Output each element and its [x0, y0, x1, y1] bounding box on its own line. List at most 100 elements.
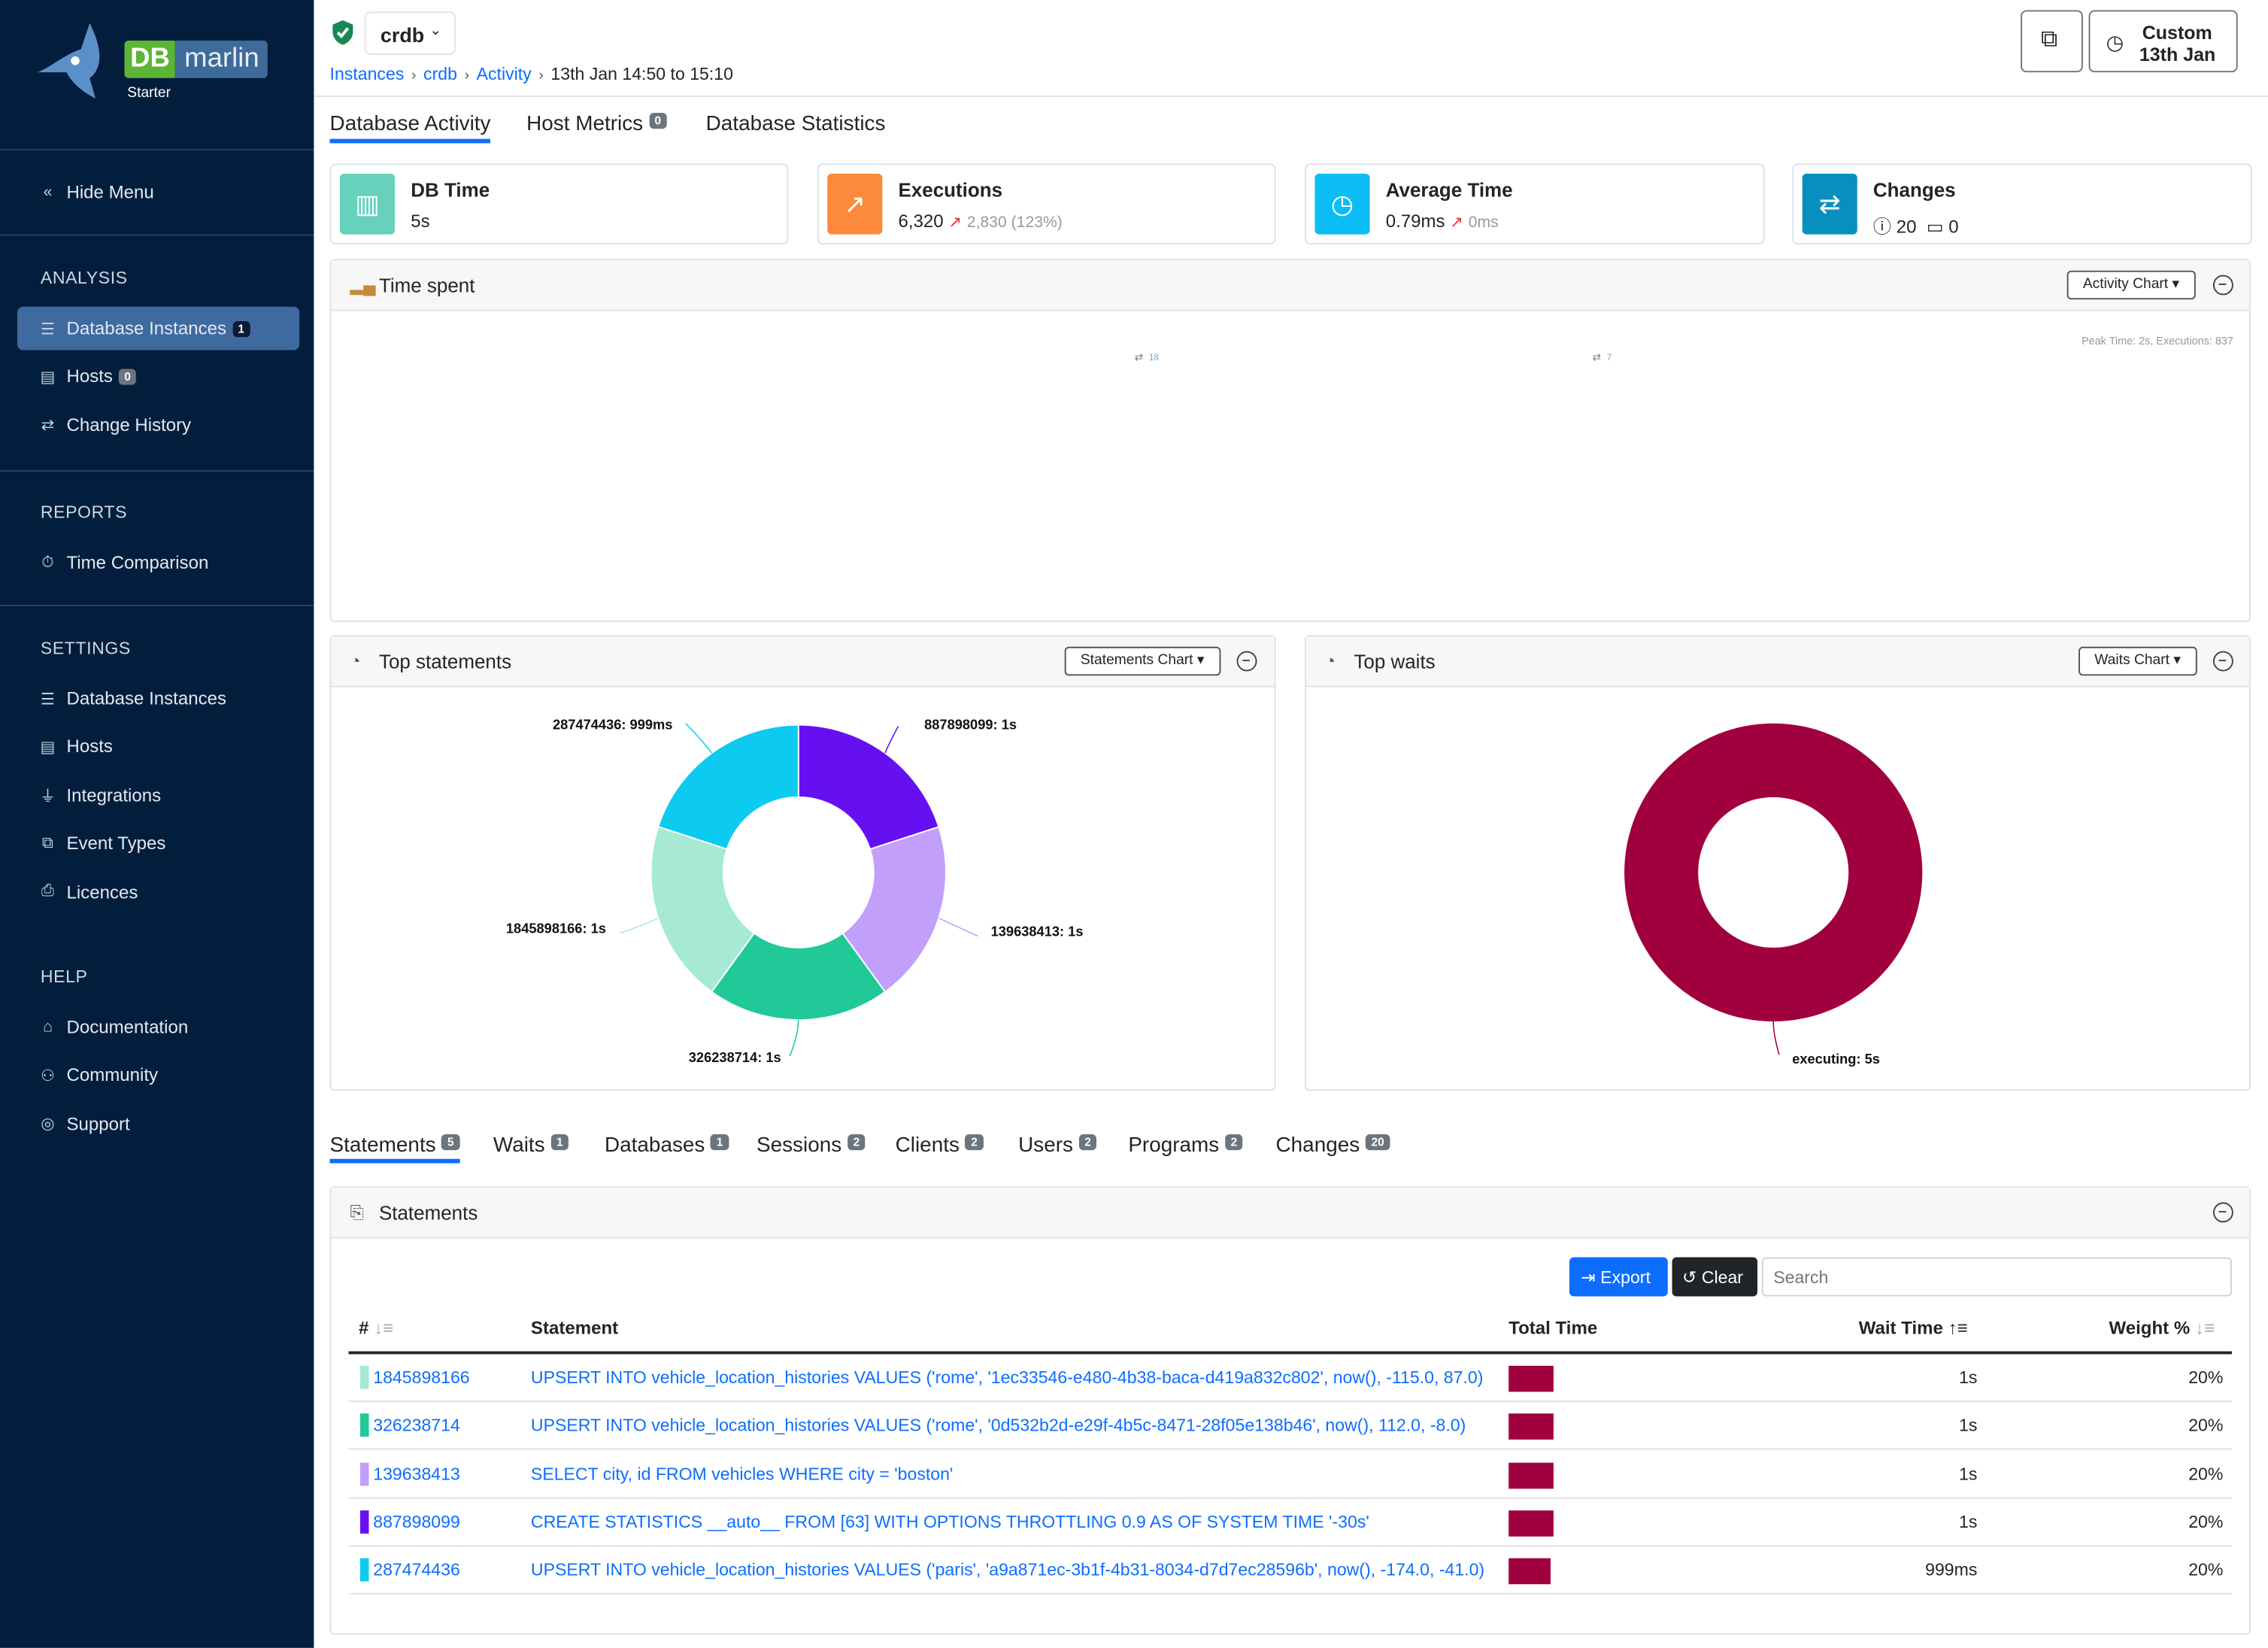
collapse-icon[interactable]: [2212, 1202, 2233, 1223]
statement-text-link[interactable]: UPSERT INTO vehicle_location_histories V…: [530, 1559, 1485, 1580]
activity-chart-dropdown[interactable]: Activity Chart ▾: [2066, 270, 2196, 300]
statement-id-link[interactable]: 326238714: [373, 1415, 460, 1436]
donut-slice[interactable]: [797, 724, 940, 851]
donut-slice[interactable]: [657, 724, 799, 851]
search-input[interactable]: [1761, 1257, 2232, 1297]
sidebar-item-documentation[interactable]: ⌂ Documentation: [17, 1006, 299, 1049]
sidebar-item-database-instances[interactable]: ☰ Database Instances 1: [17, 306, 300, 351]
statement-id-link[interactable]: 887898099: [373, 1511, 460, 1532]
total-time-bar: [1508, 1365, 1554, 1392]
peak-note: Peak Time: 2s, Executions: 837: [2082, 335, 2233, 348]
lifebuoy-icon: ◎: [41, 1115, 55, 1134]
statements-chart-dropdown[interactable]: Statements Chart ▾: [1064, 646, 1220, 676]
dropdown-label: Waits Chart: [2094, 652, 2170, 669]
copy-button[interactable]: ⧉: [2021, 10, 2083, 73]
plug-icon: ⏚: [39, 788, 56, 806]
table-row: 887898099 CREATE STATISTICS __auto__ FROM…: [348, 1499, 2232, 1547]
slice-label-leader: [620, 917, 659, 934]
statement-text-link[interactable]: UPSERT INTO vehicle_location_histories V…: [530, 1367, 1484, 1388]
column-header-wait-time[interactable]: Wait Time ↑≡: [1859, 1318, 1968, 1338]
donut-slice[interactable]: [710, 932, 887, 1021]
arrows-exchange-icon: ⇄: [41, 417, 55, 435]
top-statements-donut: 887898099: 1s 139638413: 1s 326238714: 1s 1…: [506, 716, 1084, 1064]
info-icon: ⓘ: [1872, 217, 1892, 238]
top-waits-panel: ◔ Top waits Waits Chart ▾ executing: 5s: [1304, 635, 2251, 1091]
tab-badge: 1: [711, 1134, 729, 1151]
kpi-value: ⓘ 20 ▭ 0: [1873, 211, 1959, 239]
kpi-title: DB Time: [411, 179, 490, 202]
tab-clients[interactable]: Clients 2: [896, 1134, 984, 1158]
pie-chart-icon: ◔: [350, 651, 361, 672]
breadcrumb-activity[interactable]: Activity: [476, 63, 532, 84]
statement-text-link[interactable]: CREATE STATISTICS __auto__ FROM [63] WIT…: [530, 1511, 1369, 1532]
waits-chart-dropdown[interactable]: Waits Chart ▾: [2078, 646, 2197, 676]
kpi-value: 0.79ms ↗ 0ms: [1386, 211, 1499, 232]
export-button[interactable]: ⇥ Export: [1569, 1257, 1668, 1297]
tab-badge: 20: [1365, 1134, 1390, 1151]
breadcrumb-crdb[interactable]: crdb: [423, 63, 457, 84]
tab-statements[interactable]: Statements 5: [329, 1134, 460, 1164]
undo-icon: ↺: [1682, 1267, 1697, 1288]
collapse-icon[interactable]: [2212, 275, 2233, 296]
sidebar-item-event-types[interactable]: ⧉ Event Types: [17, 822, 299, 866]
total-time-bar: [1508, 1413, 1554, 1440]
sidebar-item-integrations[interactable]: ⏚ Integrations: [17, 774, 299, 818]
database-icon: ☰: [40, 690, 55, 709]
tab-databases[interactable]: Databases 1: [605, 1134, 729, 1158]
tab-label: Waits: [493, 1134, 545, 1158]
statement-id-link[interactable]: 1845898166: [373, 1367, 470, 1388]
instance-selector[interactable]: crdb ⌄: [364, 11, 456, 56]
tab-sessions[interactable]: Sessions 2: [757, 1134, 866, 1158]
change-marker-label: 18: [1149, 354, 1159, 363]
column-header-total-time[interactable]: Total Time: [1508, 1318, 1597, 1338]
time-range-button[interactable]: ◷ Custom 13th Jan: [2088, 10, 2238, 73]
statement-id-link[interactable]: 287474436: [373, 1559, 460, 1580]
sidebar-item-change-history[interactable]: ⇄ Change History: [17, 403, 299, 447]
chart-icon: ▂▄: [350, 275, 376, 296]
sidebar-item-support[interactable]: ◎ Support: [17, 1102, 299, 1146]
tab-changes[interactable]: Changes 20: [1276, 1134, 1390, 1158]
hide-menu-button[interactable]: « Hide Menu: [17, 171, 299, 214]
slice-label-leader: [884, 726, 899, 754]
calendar-count: 0: [1948, 217, 1959, 238]
clear-button[interactable]: ↺ Clear: [1672, 1257, 1758, 1297]
breadcrumb-current: 13th Jan 14:50 to 15:10: [550, 63, 733, 84]
tab-database-statistics[interactable]: Database Statistics: [706, 113, 886, 136]
tab-waits[interactable]: Waits 1: [493, 1134, 569, 1158]
sidebar-item-licences[interactable]: ⎙ Licences: [17, 870, 299, 914]
statement-id-link[interactable]: 139638413: [373, 1463, 460, 1484]
tab-users[interactable]: Users 2: [1018, 1134, 1097, 1158]
statement-text-link[interactable]: UPSERT INTO vehicle_location_histories V…: [530, 1415, 1466, 1436]
kpi-delta: 0ms: [1468, 214, 1499, 232]
kpi-delta: 2,830 (123%): [966, 214, 1063, 232]
sidebar-item-database-instances[interactable]: ☰ Database Instances: [17, 677, 299, 721]
sidebar-item-community[interactable]: ⚇ Community: [17, 1054, 299, 1097]
donut-slice[interactable]: [841, 826, 947, 993]
calendar-icon: ▭: [1926, 217, 1944, 238]
statement-color-swatch: [359, 1413, 369, 1437]
column-header-number[interactable]: # ↓≡: [359, 1318, 393, 1338]
tab-programs[interactable]: Programs 2: [1128, 1134, 1243, 1158]
sidebar-item-hosts[interactable]: ▤ Hosts: [17, 725, 299, 769]
column-header-statement[interactable]: Statement: [531, 1318, 618, 1338]
column-header-weight[interactable]: Weight % ↓≡: [2109, 1318, 2215, 1338]
tab-database-activity[interactable]: Database Activity: [329, 113, 491, 144]
collapse-icon[interactable]: [1236, 651, 1257, 672]
sidebar-item-hosts[interactable]: ▤ Hosts 0: [17, 355, 299, 399]
donut-slice[interactable]: [1624, 723, 1923, 1021]
sidebar-item-time-comparison[interactable]: ⏱ Time Comparison: [17, 541, 299, 584]
sort-icon: ↓≡: [374, 1318, 394, 1339]
total-time-bar: [1508, 1558, 1551, 1585]
sidebar-item-label: Time Comparison: [66, 552, 209, 573]
collapse-icon[interactable]: [2212, 651, 2233, 672]
tab-host-metrics[interactable]: Host Metrics 0: [526, 113, 667, 136]
kpi-title: Executions: [898, 179, 1003, 202]
statement-text-link[interactable]: SELECT city, id FROM vehicles WHERE city…: [530, 1463, 954, 1484]
time-spent-chart: Peak Time: 2s, Executions: 83714:5014:55…: [1135, 335, 2233, 363]
sidebar: DB marlin Starter « Hide Menu ANALYSIS ☰ D…: [0, 0, 314, 1648]
sort-icon: ↓≡: [2194, 1318, 2215, 1339]
breadcrumb-instances[interactable]: Instances: [329, 63, 405, 84]
donut-slice[interactable]: [650, 825, 756, 993]
sidebar-section-title: SETTINGS: [40, 638, 131, 659]
kpi-average-time: ◷ Average Time 0.79ms ↗ 0ms: [1304, 163, 1765, 245]
